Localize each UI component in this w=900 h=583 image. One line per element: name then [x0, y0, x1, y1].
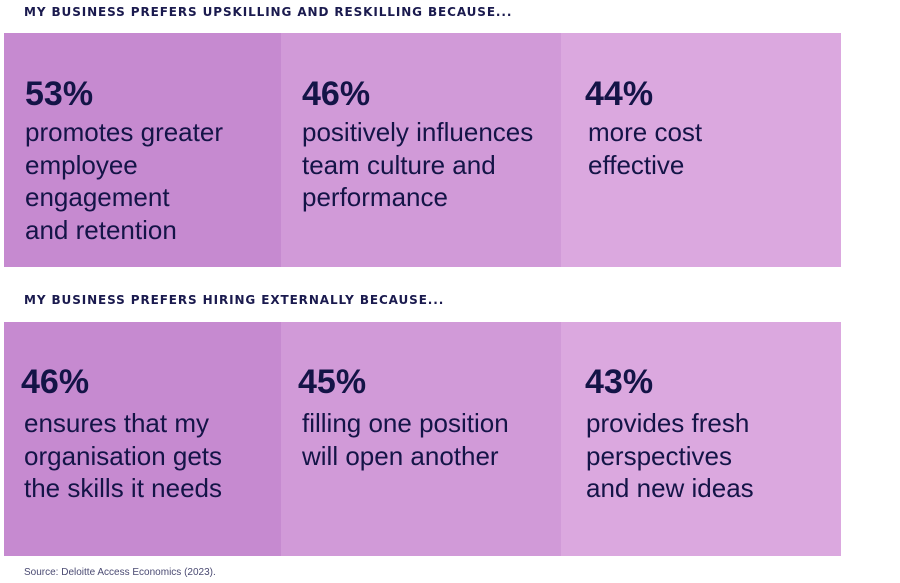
- hiring-heading: MY BUSINESS PREFERS HIRING EXTERNALLY BE…: [24, 293, 445, 307]
- stat-value: 44%: [585, 75, 654, 113]
- stat-card: 44% more cost effective: [561, 33, 841, 267]
- upskilling-stats-panel: 53% promotes greater employee engagement…: [4, 33, 841, 267]
- stat-value: 53%: [25, 75, 94, 113]
- hiring-stats-panel: 46% ensures that my organisation gets th…: [4, 322, 841, 556]
- stat-description: promotes greater employee engagement and…: [25, 117, 223, 245]
- stat-card: 53% promotes greater employee engagement…: [4, 33, 281, 267]
- stat-description: positively influences team culture and p…: [302, 117, 534, 212]
- stat-card: 45% filling one position will open anoth…: [281, 322, 561, 556]
- upskilling-heading: MY BUSINESS PREFERS UPSKILLING AND RESKI…: [24, 5, 513, 19]
- stat-description: more cost effective: [588, 117, 703, 180]
- source-note: Source: Deloitte Access Economics (2023)…: [24, 567, 216, 578]
- stat-value: 45%: [298, 363, 367, 401]
- stat-value: 43%: [585, 363, 654, 401]
- stat-value: 46%: [302, 75, 371, 113]
- stat-value: 46%: [21, 363, 90, 401]
- stat-card: 46% ensures that my organisation gets th…: [4, 322, 281, 556]
- stat-card: 43% provides fresh perspectives and new …: [561, 322, 841, 556]
- stat-description: provides fresh perspectives and new idea…: [586, 408, 754, 503]
- stat-description: filling one position will open another: [302, 408, 509, 471]
- stat-card: 46% positively influences team culture a…: [281, 33, 561, 267]
- stat-description: ensures that my organisation gets the sk…: [24, 408, 223, 503]
